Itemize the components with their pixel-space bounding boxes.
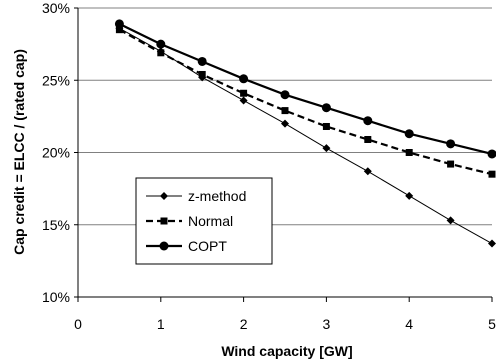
x-axis-title: Wind capacity [GW]	[221, 343, 352, 359]
data-point-normal	[322, 122, 330, 130]
data-point-z-method	[239, 96, 248, 105]
data-point-normal	[240, 89, 248, 97]
data-point-copt	[156, 39, 166, 49]
data-point-z-method	[363, 167, 372, 176]
data-point-z-method	[488, 239, 496, 248]
data-point-z-method	[405, 191, 414, 200]
legend-item-z-method: z-method	[146, 188, 246, 204]
data-point-normal	[157, 49, 165, 57]
series-copt	[114, 19, 496, 159]
data-point-z-method	[446, 216, 455, 225]
legend-marker-z-method	[160, 192, 168, 200]
data-point-copt	[321, 103, 331, 113]
y-tick-label: 15%	[42, 217, 70, 233]
axes	[74, 7, 493, 302]
data-point-normal	[447, 160, 455, 168]
data-point-normal	[488, 170, 496, 178]
data-point-copt	[446, 139, 456, 149]
data-point-copt	[239, 74, 249, 84]
data-point-normal	[364, 135, 372, 143]
y-tick-label: 20%	[42, 145, 70, 161]
data-point-copt	[487, 149, 496, 159]
legend: z-method Normal COPT	[135, 177, 273, 265]
data-point-copt	[114, 19, 124, 29]
data-point-normal	[115, 26, 123, 34]
legend-marker-copt	[159, 241, 169, 251]
x-tick-label: 3	[323, 316, 331, 332]
legend-label-copt: COPT	[188, 238, 227, 254]
x-tick-label: 0	[74, 316, 82, 332]
y-axis-title: Cap credit = ELCC / (rated cap)	[11, 49, 27, 255]
legend-label-z-method: z-method	[188, 188, 246, 204]
legend-item-copt: COPT	[146, 238, 227, 254]
series-normal	[115, 26, 496, 178]
x-tick-label: 5	[488, 316, 496, 332]
y-tick-label: 30%	[42, 0, 70, 16]
tick-labels: 10% 15% 20% 25% 30% 0 1 2 3 4 5	[42, 0, 496, 332]
series-line-normal	[118, 28, 493, 176]
data-point-copt	[197, 56, 207, 66]
y-tick-label: 25%	[42, 72, 70, 88]
data-point-z-method	[281, 119, 289, 128]
x-tick-label: 4	[405, 316, 413, 332]
y-tick-label: 10%	[42, 289, 70, 305]
legend-marker-normal	[160, 217, 168, 225]
x-tick-label: 1	[157, 316, 165, 332]
data-point-copt	[404, 129, 414, 139]
legend-item-normal: Normal	[146, 213, 233, 229]
data-point-copt	[363, 116, 373, 126]
x-tick-label: 2	[240, 316, 248, 332]
legend-label-normal: Normal	[188, 213, 233, 229]
series-lines	[114, 19, 496, 248]
data-point-normal	[405, 149, 413, 156]
series-line-copt	[118, 22, 493, 156]
data-point-normal	[281, 107, 289, 115]
data-point-copt	[280, 90, 290, 100]
data-point-normal	[198, 70, 206, 78]
data-point-z-method	[322, 144, 331, 153]
